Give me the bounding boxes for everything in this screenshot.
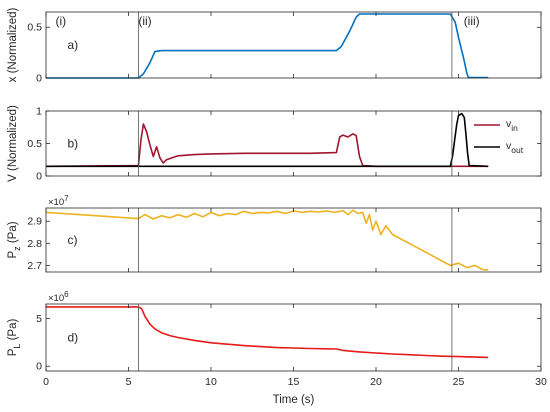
y-axis-label-c: Pz (Pa) (7, 221, 22, 258)
x-tick-label: 10 (205, 376, 217, 388)
panel-letter-c: c) (67, 233, 77, 247)
y-tick-label: 5 (36, 313, 42, 325)
phase-label: (ii) (138, 14, 151, 28)
y-tick-label: 0 (36, 361, 42, 373)
y-exponent-label: ×107 (48, 194, 69, 208)
y-axis-label-a: x (Normalized) (7, 7, 19, 82)
panel-letter-d: d) (67, 331, 78, 345)
series-line-a-0 (46, 13, 489, 79)
axes-frame-d (45, 303, 542, 372)
y-tick-label: 0 (36, 73, 42, 85)
series-line-b-1 (46, 112, 489, 168)
x-tick-label: 5 (126, 376, 132, 388)
series-line-c-0 (45, 209, 489, 271)
legend-entry: vout (506, 140, 524, 155)
y-tick-label: 2.8 (27, 238, 42, 250)
panel-c: 2.7 2.8 2.9 ×107 Pz (Pa) c) (7, 194, 542, 273)
x-axis-label: Time (s) (273, 394, 315, 406)
x-tick-label: 30 (535, 376, 547, 388)
x-tick-label: 20 (370, 376, 382, 388)
y-axis-label-d: PL (Pa) (7, 319, 22, 357)
series-line-b-0 (45, 123, 489, 168)
y-tick-label: 1 (36, 106, 42, 118)
series-line-d-0 (46, 306, 489, 359)
y-tick-label: 2.9 (27, 216, 42, 228)
legend-entry: vin (506, 118, 518, 133)
panel-a: 0 0.5 x (Normalized) a)(i) (ii) (iii) (7, 7, 542, 85)
panel-b: 0 0.5 1 V (Normalized) b) vin vout (7, 105, 542, 183)
phase-label: (i) (56, 14, 67, 28)
y-tick-label: 0.5 (27, 138, 42, 150)
y-tick-label: 2.7 (27, 260, 42, 272)
phase-label: (iii) (464, 14, 480, 28)
panel-d: 0 5 ×106 PL (Pa) d) 0 5 10 15 20 25 30 Time (s) (7, 290, 547, 406)
x-tick-label: 15 (288, 376, 300, 388)
x-tick-label: 25 (453, 376, 465, 388)
x-tick-label: 0 (43, 376, 49, 388)
y-axis-label-b: V (Normalized) (7, 105, 19, 182)
y-exponent-label: ×106 (48, 290, 69, 304)
y-tick-label: 0 (36, 171, 42, 183)
panel-letter-a: a) (67, 38, 78, 52)
panel-letter-b: b) (67, 137, 78, 151)
y-tick-label: 0.5 (27, 22, 42, 34)
